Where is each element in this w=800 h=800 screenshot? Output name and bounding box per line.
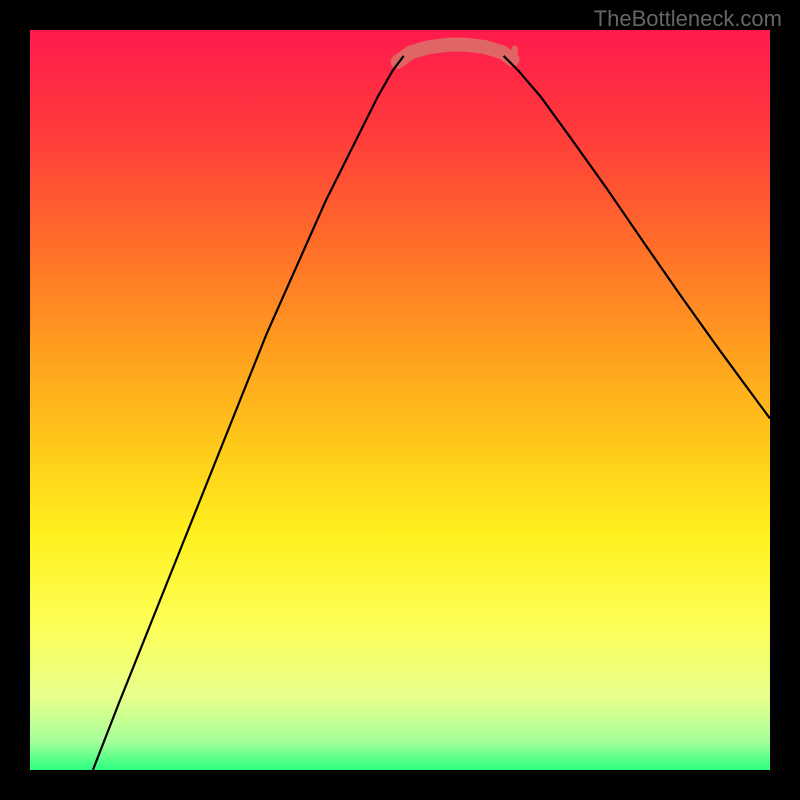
- watermark-text: TheBottleneck.com: [594, 6, 782, 32]
- gradient-background: [30, 30, 770, 770]
- bottleneck-chart: [30, 30, 770, 770]
- chart-plot-area: [30, 30, 770, 770]
